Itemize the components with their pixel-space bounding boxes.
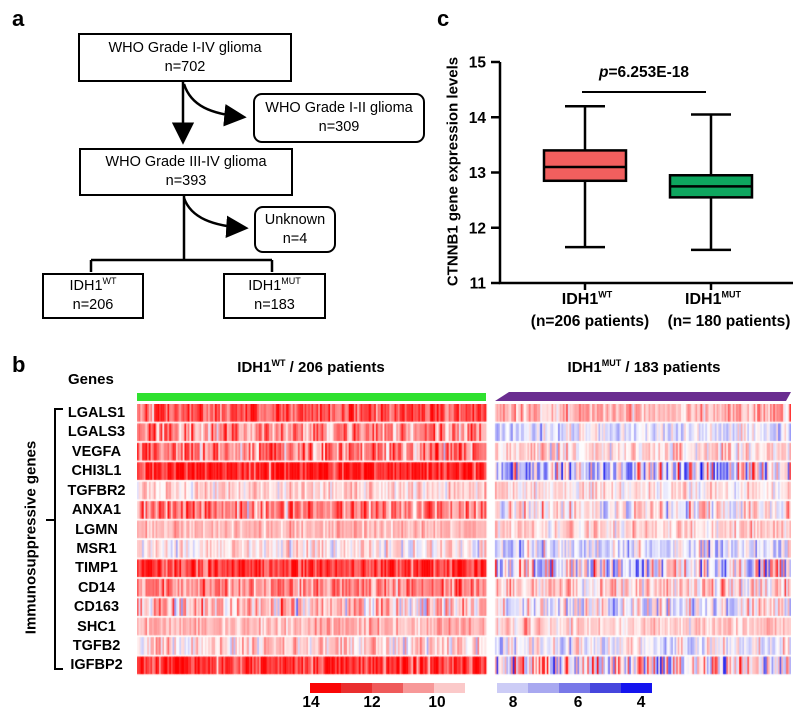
- gene-label: LGALS3: [67, 424, 126, 441]
- scale-label: 12: [363, 694, 381, 711]
- y-axis-label: CTNNB1 gene expression levels: [444, 56, 462, 287]
- scale-label: 14: [302, 694, 320, 711]
- flow-box-count: n=702: [164, 58, 206, 75]
- gene-label: ANXA1: [71, 502, 122, 519]
- x-category-wt-n: (n=206 patients): [530, 313, 650, 330]
- colorscale-segment: [497, 683, 528, 693]
- colorscale-segment: [372, 683, 403, 693]
- colorscale-segment: [528, 683, 559, 693]
- panel-c-label: c: [437, 6, 450, 31]
- gene-label: VEGFA: [71, 443, 122, 460]
- arrow-curve-icon: [182, 197, 249, 239]
- flow-box-title: WHO Grade III-IV glioma: [105, 154, 267, 171]
- svg-text:13: 13: [469, 165, 487, 182]
- gene-label: CD163: [73, 599, 120, 616]
- flow-box-count: n=393: [165, 173, 207, 189]
- gene-label: TGFB2: [72, 638, 121, 655]
- panel-a-label: a: [12, 6, 25, 31]
- group-bar-wt: [137, 393, 486, 401]
- flow-box-count: n=309: [318, 119, 360, 135]
- colorscale-red: [310, 683, 465, 693]
- x-category-mut-n: (n= 180 patients): [667, 313, 791, 330]
- flow-box-idh1-mut: IDH1MUT n=183: [223, 273, 326, 319]
- colorscale-segment: [434, 683, 465, 693]
- scale-label: 8: [508, 694, 518, 711]
- colorscale-segment: [621, 683, 652, 693]
- heatmap-group-mut-header: IDH1MUT / 183 patients: [567, 358, 721, 377]
- svg-text:11: 11: [470, 276, 487, 293]
- gene-label: TGFBR2: [67, 482, 126, 499]
- flow-box-title: WHO Grade I-IV glioma: [108, 39, 262, 56]
- svg-text:15: 15: [469, 55, 487, 72]
- svg-text:12: 12: [469, 220, 486, 237]
- gene-label: LGALS1: [67, 405, 126, 421]
- p-value-label: p=6.253E-18: [598, 64, 690, 81]
- flow-box-idh1-wt: IDH1WT n=206: [42, 273, 144, 319]
- scale-label: 6: [573, 694, 583, 711]
- flow-box-grade-3-4: WHO Grade III-IV glioma n=393: [79, 148, 293, 196]
- flow-box-title: IDH1MUT: [248, 276, 301, 295]
- gene-label: SHC1: [77, 618, 116, 635]
- flow-box-count: n=206: [72, 297, 114, 313]
- x-category-mut: IDH1MUT: [685, 289, 741, 308]
- panel-b-label: b: [12, 352, 26, 377]
- colorscale-segment: [341, 683, 372, 693]
- colorscale-segment: [403, 683, 434, 693]
- bracket-tick-top: [54, 408, 63, 410]
- gene-label-column: LGALS1 LGALS3 VEGFA CHI3L1 TGFBR2 ANXA1 LGMN MS…: [58, 404, 135, 676]
- scale-label: 10: [428, 694, 446, 711]
- gene-label: TIMP1: [75, 560, 118, 577]
- flow-box-unknown: Unknown n=4: [254, 206, 336, 253]
- gene-label: CD14: [77, 579, 116, 596]
- gene-label: MSR1: [76, 540, 117, 557]
- bracket-tick-mid: [46, 519, 54, 521]
- bracket-tick-bottom: [54, 668, 63, 670]
- gene-label: LGMN: [75, 521, 118, 538]
- connector-tee: [89, 258, 274, 272]
- gene-label: CHI3L1: [71, 463, 122, 480]
- heatmap-group-wt-header: IDH1WT / 206 patients: [237, 358, 385, 377]
- heatmap-canvas: [137, 404, 791, 676]
- arrow-curve-icon: [182, 83, 247, 127]
- immunosuppressive-genes-label: Immunosuppressive genes: [22, 440, 40, 635]
- flow-box-title: Unknown: [264, 211, 326, 228]
- flow-box-title: WHO Grade I-II glioma: [265, 100, 413, 117]
- colorscale-blue: [497, 683, 652, 693]
- flow-box-title: IDH1WT: [69, 276, 117, 295]
- group-bar-mut: [495, 392, 791, 401]
- colorscale-segment: [559, 683, 590, 693]
- flow-box-grade-1-2: WHO Grade I-II glioma n=309: [253, 93, 425, 143]
- genes-column-header: Genes: [68, 371, 114, 388]
- gene-label: IGFBP2: [70, 657, 123, 674]
- flow-box-count: n=183: [254, 297, 295, 313]
- svg-text:14: 14: [469, 110, 487, 127]
- bracket-line: [54, 408, 56, 670]
- flow-box-grade-1-4: WHO Grade I-IV glioma n=702: [78, 33, 292, 82]
- colorscale-segment: [310, 683, 341, 693]
- flow-box-count: n=4: [282, 230, 308, 247]
- colorscale-segment: [590, 683, 621, 693]
- scale-label: 4: [636, 694, 646, 711]
- x-category-wt: IDH1WT: [561, 289, 613, 308]
